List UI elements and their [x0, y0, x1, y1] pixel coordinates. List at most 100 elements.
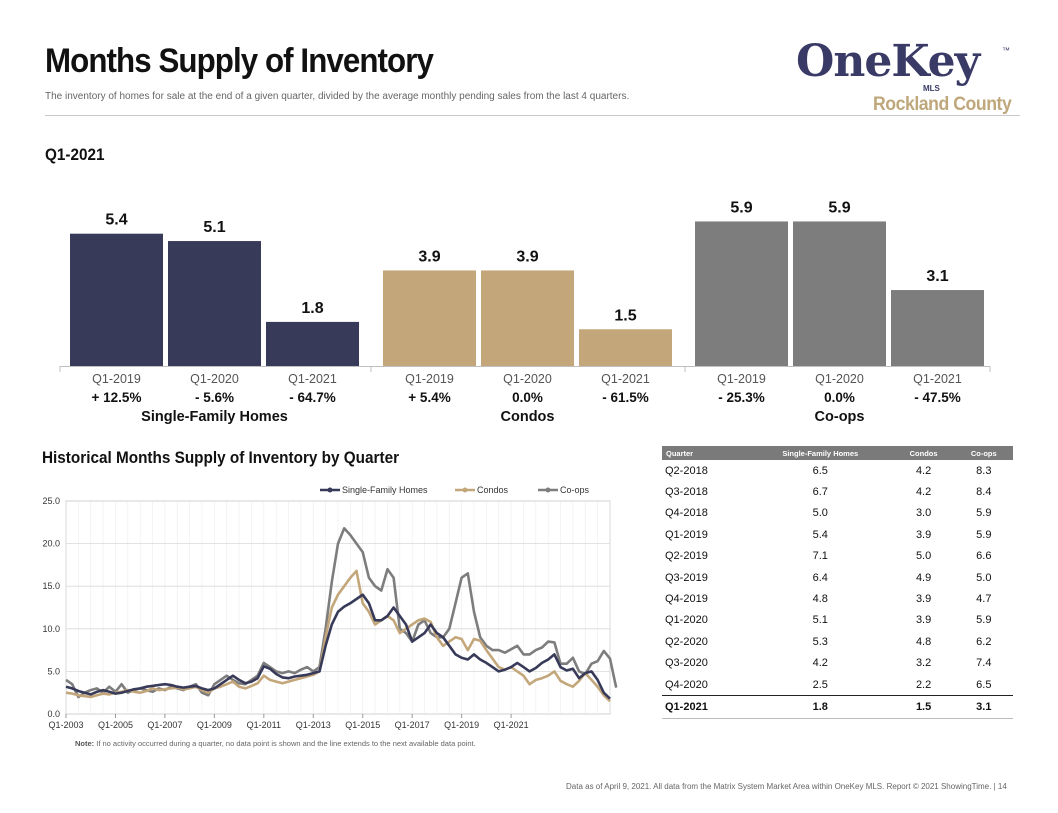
- table-cell: 4.2: [812, 657, 828, 670]
- table-row: Q4-2018 5.0 3.0 5.9: [662, 503, 1013, 524]
- logo-trademark: ™: [1002, 46, 1010, 55]
- table-row: Q2-2020 5.3 4.8 6.2: [662, 631, 1013, 652]
- bar-value-label: 3.9: [516, 248, 538, 265]
- table-cell: Q2-2018: [665, 464, 708, 477]
- table-cell: 5.4: [812, 528, 828, 541]
- bar-value-label: 3.9: [418, 248, 440, 265]
- table-cell: 5.0: [812, 507, 828, 520]
- table-cell: 7.1: [812, 550, 828, 563]
- table-cell: 2.5: [747, 673, 893, 697]
- logo-county-label: Rockland County: [873, 94, 1012, 115]
- bar-change-label: + 5.4%: [408, 390, 450, 405]
- bar-category-label: Q1-2020: [190, 372, 239, 386]
- table-cell: 3.0: [915, 507, 932, 520]
- bar-value-label: 5.1: [203, 219, 225, 236]
- x-tick-label: Q1-2009: [197, 720, 232, 730]
- table-cell: 8.4: [976, 486, 992, 499]
- table-cell: 5.9: [976, 507, 992, 520]
- bar-change-label: - 25.3%: [718, 390, 765, 405]
- table-row: Q4-2019 4.8 3.9 4.7: [662, 588, 1013, 609]
- table-cell: 5.9: [976, 528, 992, 541]
- logo-mls-label: MLS: [923, 84, 940, 93]
- table-cell: 1.5: [892, 695, 955, 719]
- table-cell: 8.3: [976, 464, 992, 477]
- table-cell: 3.9: [915, 614, 932, 627]
- table-row: Q3-2020 4.2 3.2 7.4: [662, 653, 1013, 674]
- table-row: Q3-2018 6.7 4.2 8.4: [662, 481, 1013, 502]
- y-tick-label: 25.0: [42, 496, 60, 506]
- y-tick-label: 5.0: [47, 666, 60, 676]
- x-tick-label: Q1-2019: [444, 720, 479, 730]
- table-cell: 6.6: [976, 550, 992, 563]
- table-cell: Q4-2018: [665, 507, 708, 520]
- table-cell: 3.2: [915, 657, 932, 670]
- table-cell: 6.5: [954, 673, 1013, 697]
- bar-change-label: - 47.5%: [914, 390, 961, 405]
- x-tick-label: Q1-2021: [494, 720, 529, 730]
- y-tick-label: 20.0: [42, 539, 60, 549]
- bar: [579, 329, 672, 366]
- y-tick-label: 0.0: [47, 709, 60, 719]
- table-cell: Q2-2020: [665, 635, 708, 648]
- table-cell: 5.9: [976, 614, 992, 627]
- x-tick-label: Q1-2005: [98, 720, 133, 730]
- bar-category-label: Q1-2019: [405, 372, 454, 386]
- bar-change-label: + 12.5%: [92, 390, 142, 405]
- table-cell: 6.4: [812, 571, 828, 584]
- x-tick-label: Q1-2017: [395, 720, 430, 730]
- line-chart: 0.0 5.0 10.0 15.0 20.0 25.0 Q1-2003 Q1-2005 Q1-2…: [42, 485, 618, 730]
- bar-category-label: Q1-2021: [288, 372, 337, 386]
- table-cell: 2.2: [892, 673, 955, 697]
- bar-value-label: 1.8: [301, 300, 323, 317]
- bar-category-label: Q1-2021: [913, 372, 962, 386]
- table-row: Q1-2019 5.4 3.9 5.9: [662, 524, 1013, 545]
- bar: [70, 233, 163, 366]
- bar-category-label: Q1-2020: [503, 372, 552, 386]
- table-header-cell: Quarter: [662, 446, 748, 460]
- table-cell: 5.1: [812, 614, 828, 627]
- bar-group-label: Condos: [501, 409, 555, 425]
- table-row: Q1-2020 5.1 3.9 5.9: [662, 610, 1013, 631]
- table-cell: 4.8: [812, 593, 828, 606]
- period-label: Q1-2021: [45, 145, 105, 164]
- table-cell: 4.7: [976, 593, 992, 606]
- table-cell: 3.9: [915, 528, 932, 541]
- x-tick-label: Q1-2007: [147, 720, 182, 730]
- table-cell: 6.7: [812, 486, 828, 499]
- table-row: Q1-2021 1.8 1.5 3.1: [662, 695, 1013, 719]
- table-cell: Q4-2019: [665, 593, 708, 606]
- bar: [266, 321, 359, 366]
- bar-group-label: Co-ops: [815, 409, 865, 425]
- bar-change-label: 0.0%: [512, 390, 543, 405]
- table-cell: 3.9: [915, 593, 932, 606]
- legend-label: Co-ops: [560, 485, 590, 495]
- table-cell: Q2-2019: [665, 550, 708, 563]
- x-tick-label: Q1-2011: [247, 720, 281, 730]
- onekey-logo: OneKey: [796, 36, 980, 87]
- table-cell: Q3-2019: [665, 571, 708, 584]
- table-row: Q3-2019 6.4 4.9 5.0: [662, 567, 1013, 588]
- bar: [168, 241, 261, 366]
- header-divider: [45, 115, 1020, 116]
- table-cell: 4.2: [915, 486, 932, 499]
- table-row: Q2-2019 7.1 5.0 6.6: [662, 546, 1013, 567]
- table-cell: 4.8: [915, 635, 932, 648]
- bar-category-label: Q1-2021: [601, 372, 650, 386]
- bar-change-label: - 61.5%: [602, 390, 649, 405]
- table-cell: 7.4: [976, 657, 992, 670]
- table-cell: Q3-2018: [665, 486, 708, 499]
- table-cell: Q1-2020: [665, 614, 708, 627]
- bar: [481, 270, 574, 366]
- bar-group-label: Single-Family Homes: [141, 409, 288, 425]
- table-cell: Q1-2019: [665, 528, 708, 541]
- table-cell: Q3-2020: [665, 657, 708, 670]
- table-cell: 5.0: [915, 550, 932, 563]
- bar-category-label: Q1-2019: [92, 372, 141, 386]
- series-line-condos: [65, 569, 611, 703]
- bar-value-label: 3.1: [926, 268, 948, 285]
- table-header-row: Quarter Single-Family Homes Condos Co-ops: [662, 446, 1013, 460]
- note-text: If no activity occurred during a quarter…: [94, 739, 476, 748]
- bar-value-label: 5.4: [105, 212, 127, 229]
- table-cell: 4.9: [915, 571, 932, 584]
- history-table: Quarter Single-Family Homes Condos Co-ops Q…: [662, 446, 1013, 719]
